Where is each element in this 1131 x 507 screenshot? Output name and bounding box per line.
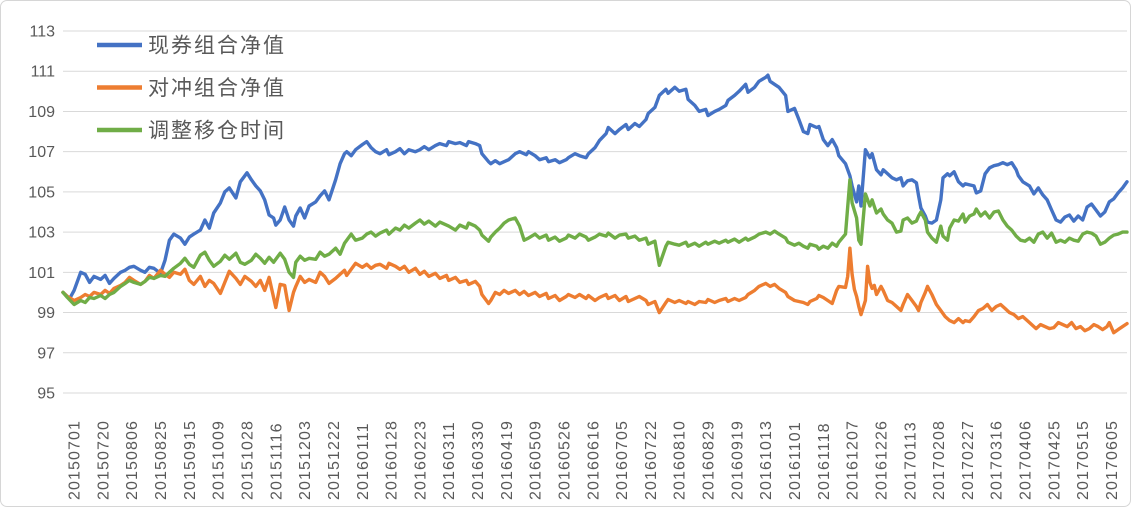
x-axis-tick-label: 20160705	[614, 420, 631, 500]
y-axis-tick-label: 111	[31, 64, 55, 81]
x-axis-tick-label: 20170605	[1104, 420, 1121, 500]
x-axis-tick-label: 20160223	[412, 420, 429, 500]
x-axis-tick-label: 20161226	[873, 420, 890, 500]
x-axis-tick-label: 20170406	[1018, 420, 1035, 500]
x-axis-tick-label: 20160311	[441, 421, 458, 500]
series-line-adjusted-roll-timing	[61, 178, 1129, 307]
y-axis-tick-label: 97	[37, 345, 55, 362]
y-axis-tick-label: 113	[29, 24, 55, 41]
y-axis-tick-label: 109	[28, 104, 55, 121]
x-axis-tick-label: 20170515	[1075, 420, 1092, 500]
x-axis-tick-label: 20160829	[701, 420, 718, 500]
x-axis-tick-label: 20161013	[758, 420, 775, 500]
x-axis-tick-label: 20150825	[153, 420, 170, 500]
x-axis-tick-label: 20160919	[729, 420, 746, 500]
y-axis-tick-label: 95	[37, 386, 55, 403]
series-line-hedged-portfolio	[61, 246, 1129, 335]
legend-item-adjusted-roll-timing: 调整移仓时间	[97, 120, 286, 143]
x-axis-tick-label: 20160330	[470, 420, 487, 500]
x-axis-tick-label: 20160128	[384, 420, 401, 500]
x-axis-tick-label: 20150806	[124, 420, 141, 500]
x-axis-tick-label: 20170208	[931, 420, 948, 500]
legend-label-hedged-portfolio: 对冲组合净值	[148, 77, 286, 100]
y-axis-tick-label: 103	[28, 225, 55, 242]
x-axis-tick-label: 20160509	[528, 420, 545, 500]
x-axis-tick-label: 20161101	[787, 421, 804, 500]
legend-item-spot-portfolio: 现券组合净值	[97, 35, 286, 58]
y-axis-tick-label: 107	[28, 144, 55, 161]
x-axis-tick-label: 20160419	[499, 420, 516, 500]
legend-item-hedged-portfolio: 对冲组合净值	[97, 77, 286, 100]
x-axis-tick-label: 20151116	[268, 422, 285, 500]
x-axis-tick-label: 20170113	[902, 421, 919, 500]
legend-label-spot-portfolio: 现券组合净值	[148, 35, 286, 58]
x-axis-tick-label: 20161118	[816, 422, 833, 500]
x-axis-tick-label: 20150720	[95, 420, 112, 500]
x-axis-tick-label: 20160722	[643, 420, 660, 500]
x-axis-tick-label: 20160810	[672, 420, 689, 500]
x-axis-tick-label: 20170227	[960, 420, 977, 500]
x-axis-tick-label: 20160616	[585, 420, 602, 500]
x-axis-tick-label: 20160111	[355, 422, 372, 500]
x-axis-tick-label: 20151203	[297, 420, 314, 500]
x-axis-tick-label: 20151222	[326, 420, 343, 500]
y-axis-tick-label: 99	[37, 305, 55, 322]
x-axis-tick-label: 20151028	[239, 420, 256, 500]
x-axis-tick-label: 20161207	[845, 420, 862, 500]
y-axis-tick-label: 101	[28, 265, 55, 282]
x-axis-tick-label: 20150915	[182, 420, 199, 500]
series-line-spot-portfolio	[61, 73, 1129, 301]
x-axis-tick-label: 20150701	[67, 420, 84, 500]
legend-label-adjusted-roll-timing: 调整移仓时间	[148, 120, 286, 143]
x-axis-tick-label: 20160526	[556, 420, 573, 500]
x-axis-tick-label: 20170316	[989, 420, 1006, 500]
x-axis-tick-label: 20151009	[211, 420, 228, 500]
y-axis-tick-label: 105	[28, 184, 55, 201]
x-axis-tick-label: 20170425	[1046, 420, 1063, 500]
